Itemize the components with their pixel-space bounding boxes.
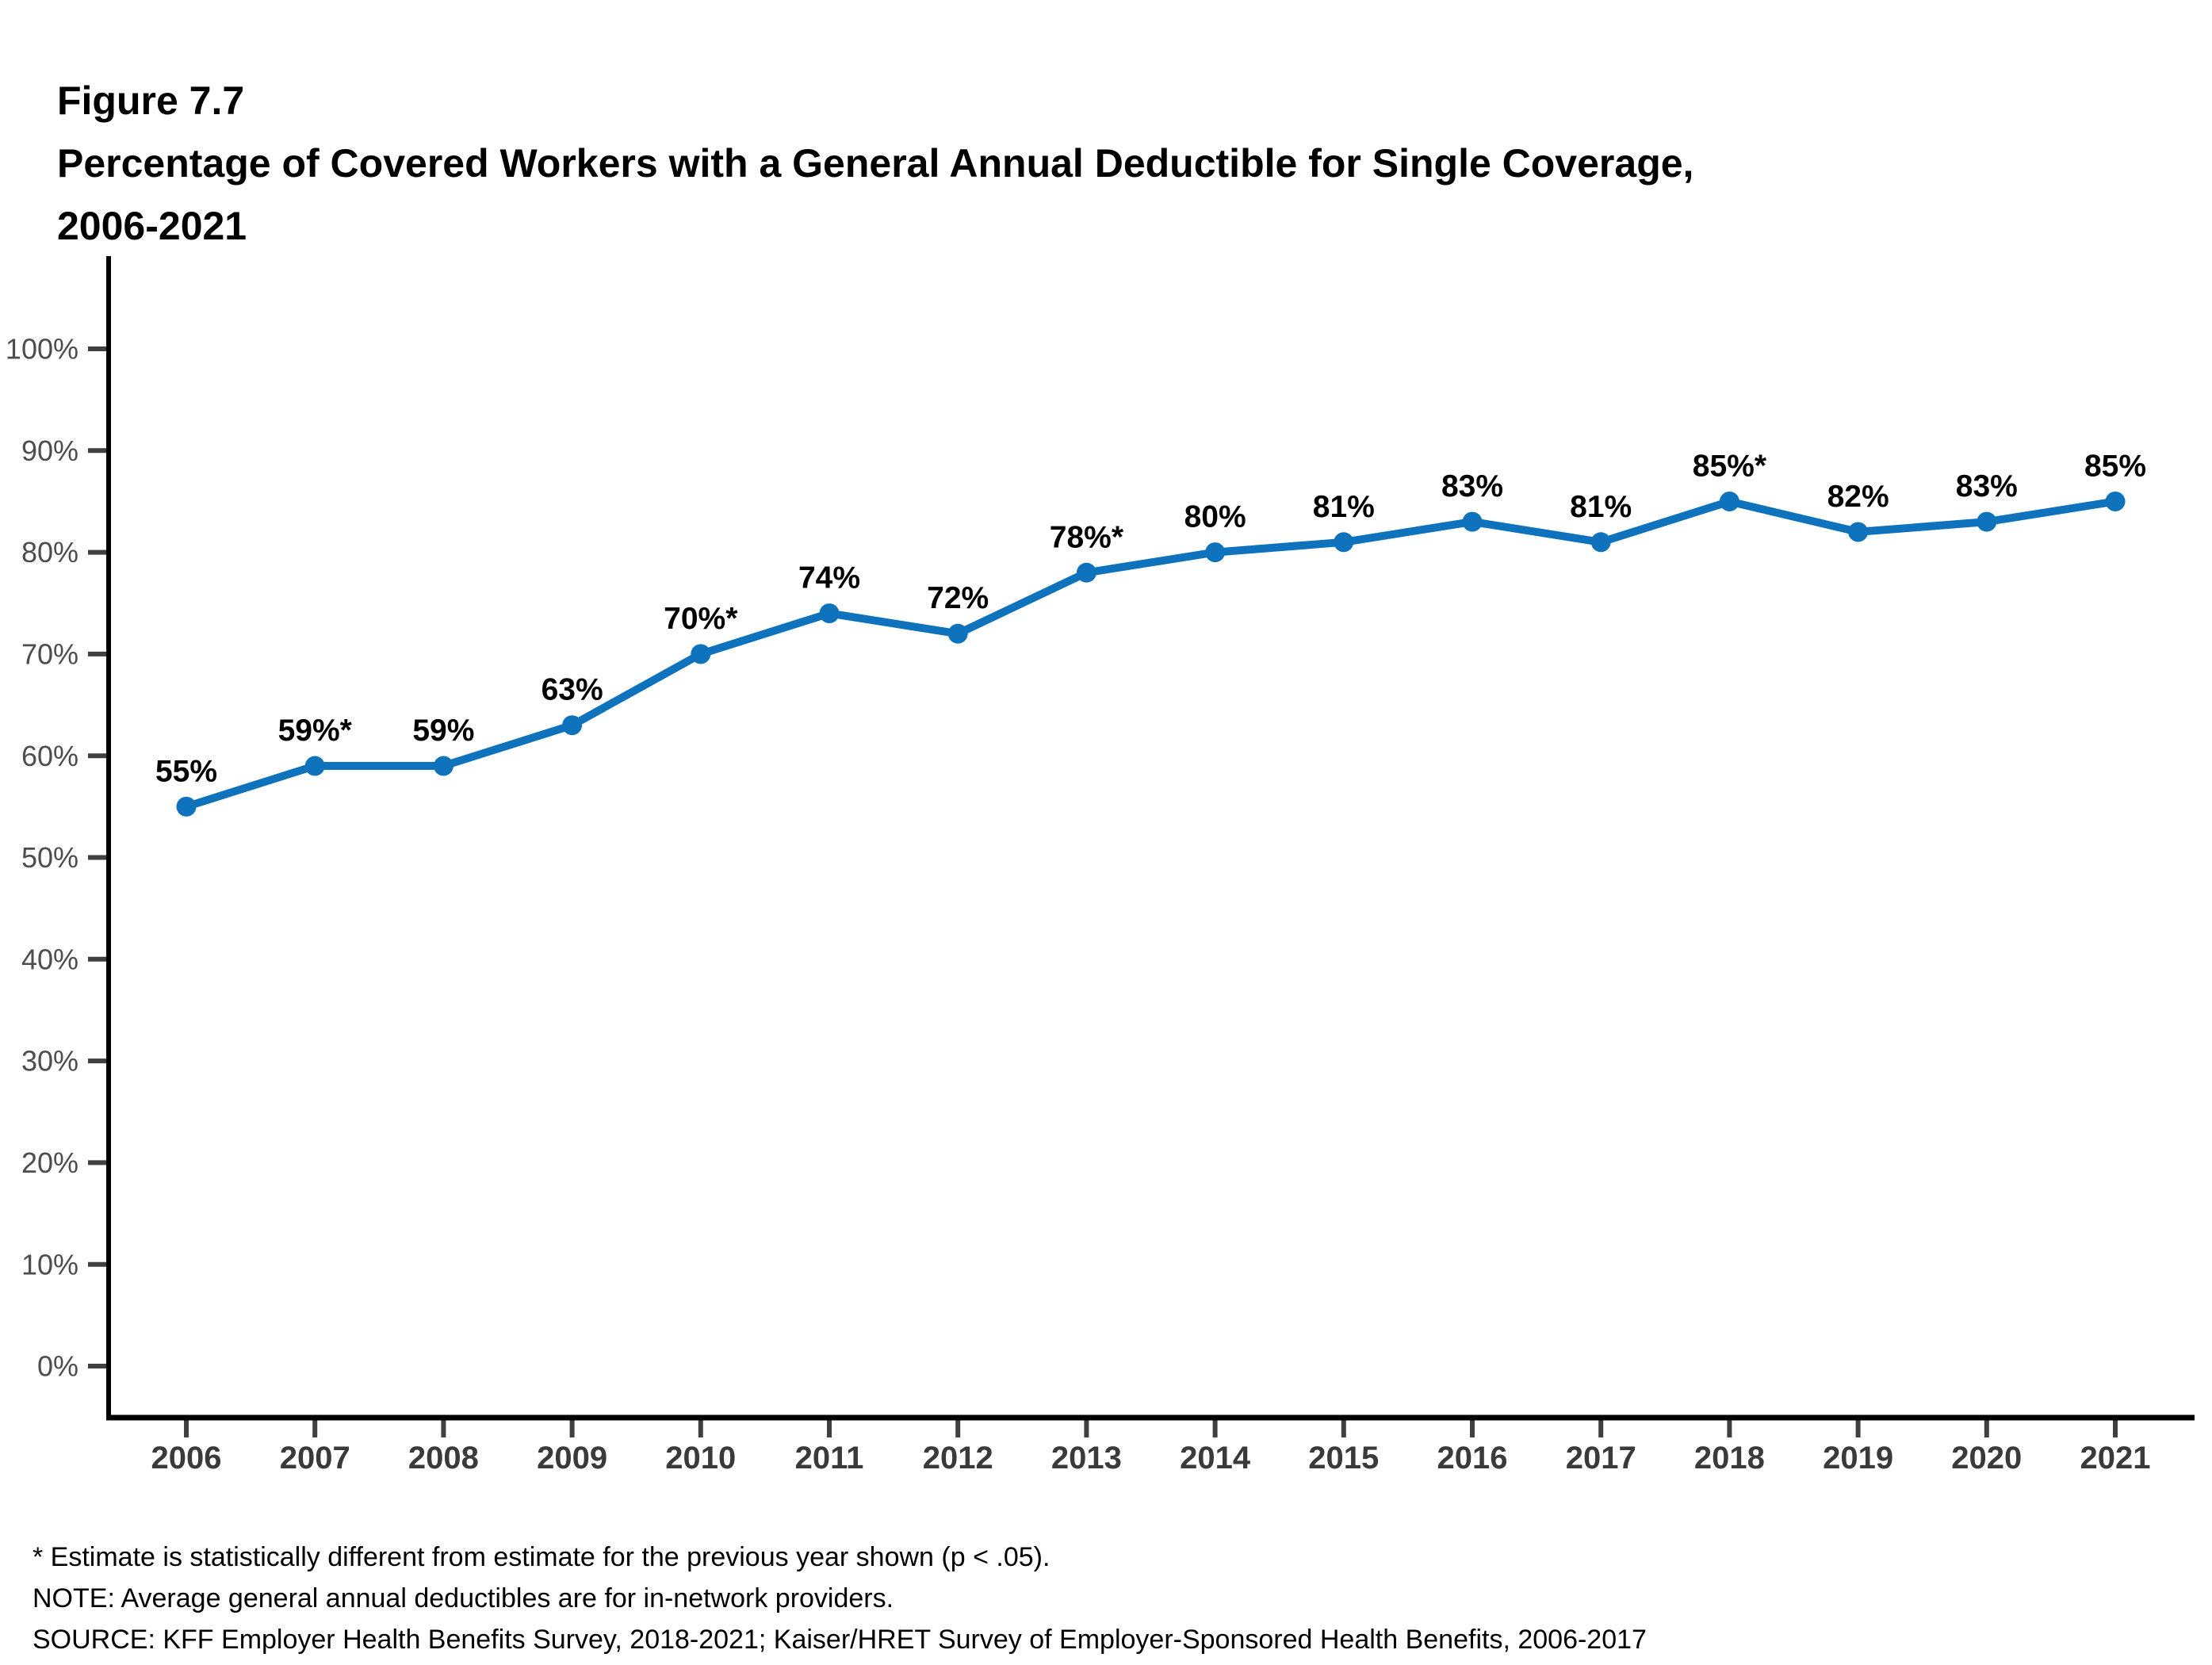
data-point-label: 72% [927, 581, 989, 615]
x-axis-tick-label: 2020 [1951, 1441, 2022, 1476]
data-point-label: 70%* [664, 602, 738, 636]
figure-number: Figure 7.7 [57, 78, 245, 123]
data-point-label: 85% [2084, 449, 2146, 483]
data-point-label: 63% [542, 673, 603, 707]
x-axis-tick-label: 2018 [1694, 1441, 1765, 1476]
data-point-label: 80% [1184, 500, 1246, 534]
y-axis-tick-label: 60% [21, 740, 78, 772]
data-point-label: 83% [1956, 469, 2018, 503]
data-point [1590, 532, 1611, 553]
x-axis-tick-label: 2014 [1180, 1441, 1251, 1476]
y-axis-tick-label: 100% [6, 333, 78, 366]
chart-title-line-2: 2006-2021 [57, 204, 247, 248]
data-point-label: 81% [1570, 490, 1632, 524]
data-point [176, 796, 197, 817]
x-axis-tick-label: 2019 [1823, 1441, 1893, 1476]
data-point [562, 715, 583, 736]
data-point [2105, 491, 2126, 511]
data-point-label: 55% [155, 754, 217, 788]
data-point [691, 644, 711, 664]
data-point-label: 85%* [1693, 449, 1767, 483]
y-axis-tick-label: 40% [21, 943, 78, 975]
x-axis-tick-label: 2011 [795, 1441, 864, 1476]
x-axis-tick-label: 2009 [537, 1441, 607, 1476]
x-axis-tick-label: 2006 [151, 1441, 222, 1476]
data-line [182, 497, 2119, 811]
x-axis-tick-label: 2008 [408, 1441, 479, 1476]
data-point [1205, 542, 1226, 563]
y-axis-tick-label: 20% [21, 1146, 78, 1179]
y-axis-tick-label: 80% [21, 536, 78, 568]
data-point [433, 756, 453, 776]
data-point [947, 623, 968, 644]
data-point-label: 82% [1827, 480, 1889, 514]
y-axis-tick-label: 70% [21, 638, 78, 671]
data-point [819, 603, 840, 624]
data-point-label: 83% [1441, 469, 1503, 503]
x-axis-tick-label: 2013 [1051, 1441, 1122, 1476]
footnote-source: SOURCE: KFF Employer Health Benefits Sur… [33, 1625, 1647, 1655]
data-point-label: 78%* [1050, 520, 1124, 554]
title-block: Figure 7.7 Percentage of Covered Workers… [57, 70, 1693, 258]
data-point [1076, 562, 1096, 583]
data-point-label: 59% [412, 714, 474, 748]
data-point-label: 81% [1313, 490, 1375, 524]
data-point [1719, 491, 1739, 511]
y-axis-tick-label: 10% [21, 1248, 78, 1280]
footnote-block: * Estimate is statistically different fr… [33, 1537, 1647, 1660]
y-axis-tick-label: 50% [21, 841, 78, 874]
footnote-significance: * Estimate is statistically different fr… [33, 1542, 1051, 1572]
footnote-note: NOTE: Average general annual deductibles… [33, 1583, 894, 1613]
x-axis-tick-label: 2017 [1566, 1441, 1636, 1476]
data-point [1462, 511, 1483, 532]
chart-title-line-1: Percentage of Covered Workers with a Gen… [57, 141, 1694, 186]
data-point [1848, 522, 1869, 542]
x-axis-tick-label: 2012 [923, 1441, 993, 1476]
data-point [304, 756, 325, 776]
y-axis-tick-label: 30% [21, 1045, 78, 1077]
y-axis-tick-label: 90% [21, 434, 78, 467]
data-point-label: 74% [798, 561, 860, 595]
y-axis-tick-label: 0% [37, 1350, 78, 1383]
x-axis-tick-label: 2010 [665, 1441, 736, 1476]
x-axis-tick-label: 2015 [1308, 1441, 1379, 1476]
data-point [1977, 511, 1997, 532]
data-point [1334, 532, 1354, 553]
x-axis-tick-label: 2021 [2080, 1441, 2151, 1476]
x-axis-tick-label: 2016 [1437, 1441, 1508, 1476]
data-point-label: 59%* [278, 714, 353, 748]
x-axis-tick-label: 2007 [280, 1441, 350, 1476]
